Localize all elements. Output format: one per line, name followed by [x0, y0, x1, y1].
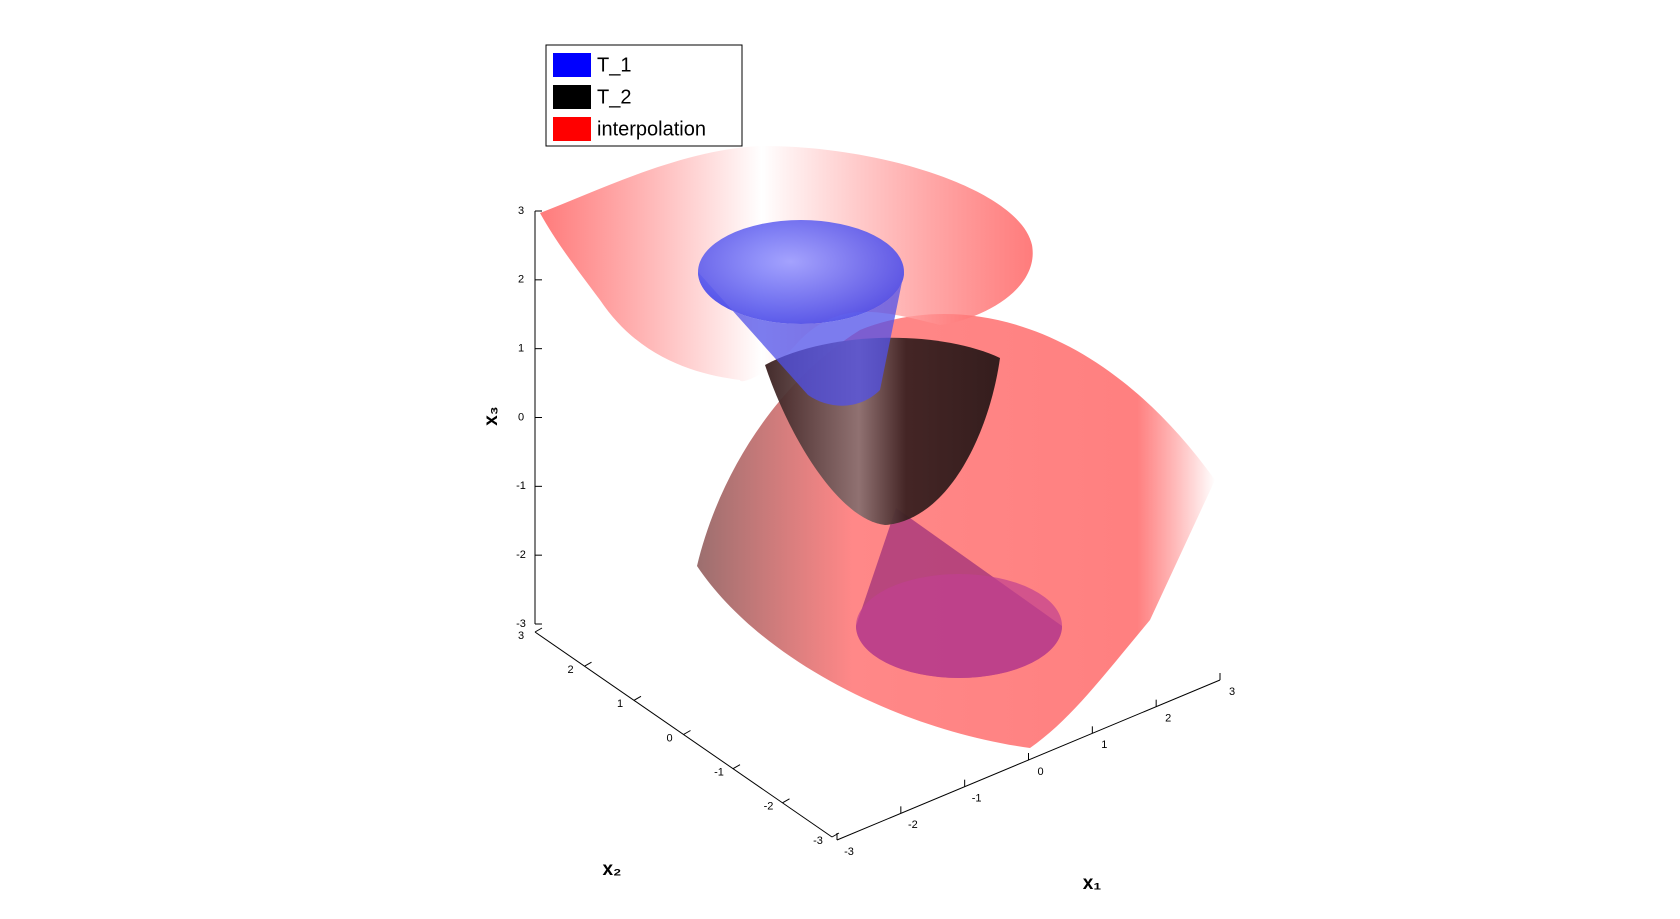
legend: T_1 T_2 interpolation	[545, 44, 743, 147]
legend-label: interpolation	[597, 118, 706, 140]
x-tick-label: 3	[1229, 686, 1235, 698]
y-tick-mark	[732, 764, 741, 770]
x-tick-label: 2	[1165, 713, 1171, 725]
z-tick-label: -2	[516, 549, 526, 561]
y-tick-label: 0	[666, 732, 672, 744]
cone-upper-cap	[698, 220, 904, 324]
y-tick-mark	[831, 832, 840, 838]
y-tick-mark	[534, 627, 543, 633]
cone-upper	[698, 272, 904, 406]
y-tick-label: -1	[714, 767, 724, 779]
y-axis-label: x₂	[602, 859, 621, 880]
legend-label: T_2	[597, 86, 631, 108]
legend-swatch	[553, 85, 591, 109]
y-tick-label: 1	[617, 698, 623, 710]
cone-lower-cap	[856, 574, 1062, 678]
z-tick-label: -1	[516, 480, 526, 492]
legend-swatch	[553, 53, 591, 77]
z-tick-label: 2	[518, 274, 524, 286]
legend-label: T_1	[597, 54, 631, 76]
z-tick-label: 1	[518, 343, 524, 355]
x-tick-label: 0	[1037, 766, 1043, 778]
z-tick-label: -3	[516, 618, 526, 630]
surfaces	[540, 145, 1215, 748]
y-tick-label: -3	[813, 835, 823, 847]
y-tick-mark	[782, 798, 790, 804]
legend-swatch	[553, 117, 591, 141]
y-tick-label: 3	[518, 630, 524, 642]
legend-items: T_1 T_2 interpolation	[553, 53, 706, 141]
y-tick-label: 2	[567, 664, 573, 676]
x-tick-label: 1	[1101, 739, 1107, 751]
y-tick-mark	[683, 730, 691, 735]
x-axis-label: x₁	[1083, 873, 1102, 894]
x-tick-label: -3	[844, 846, 854, 858]
z-axis-label: x₃	[481, 406, 502, 425]
y-tick-label: -2	[764, 801, 774, 813]
y-tick-mark	[584, 661, 592, 667]
x-tick-label: -1	[972, 793, 982, 805]
y-tick-mark	[633, 695, 642, 701]
x-tick-label: -2	[908, 819, 918, 831]
z-tick-label: 3	[518, 205, 524, 217]
z-tick-label: 0	[518, 411, 524, 423]
